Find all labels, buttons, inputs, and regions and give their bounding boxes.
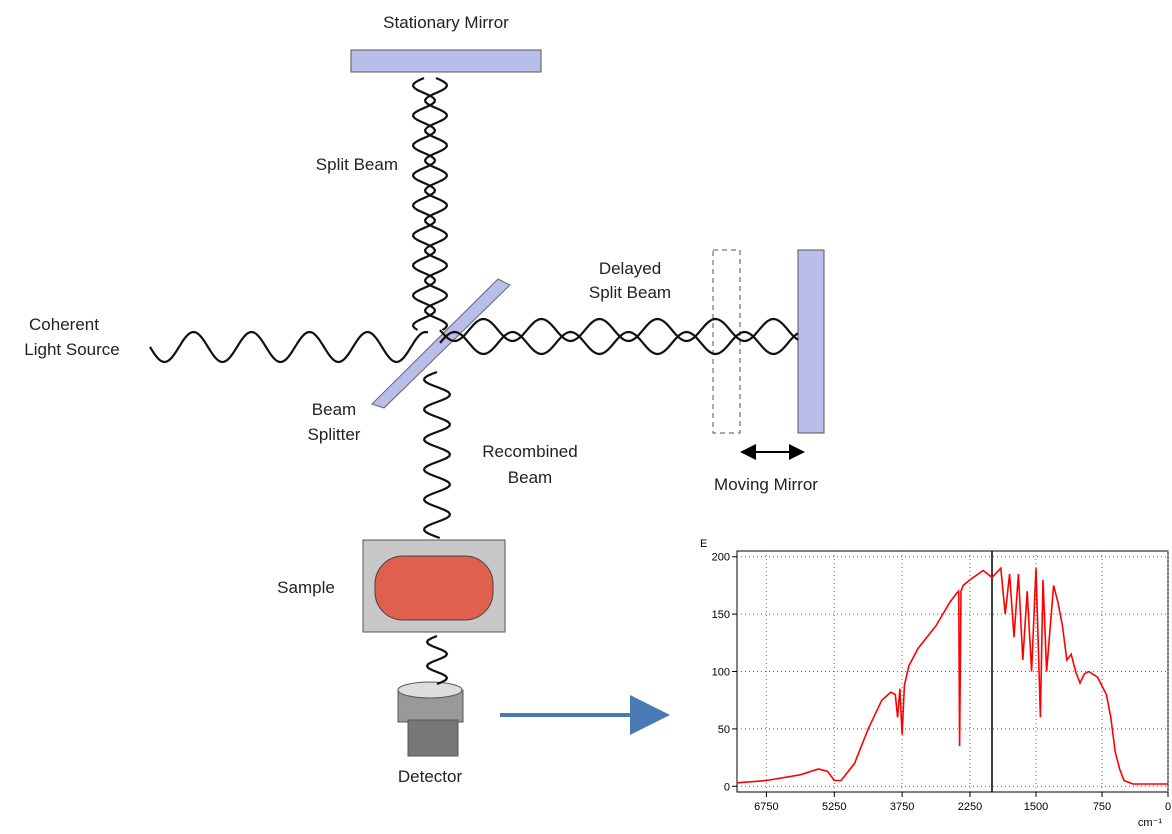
label: Split Beam bbox=[589, 283, 671, 302]
x-tick-label: 6750 bbox=[754, 801, 778, 813]
x-tick-label: 750 bbox=[1093, 801, 1111, 813]
label: Recombined bbox=[482, 442, 577, 461]
label: Beam bbox=[312, 400, 356, 419]
label: Coherent bbox=[29, 315, 99, 334]
spectrum-line bbox=[736, 566, 1168, 785]
y-tick-label: 0 bbox=[724, 781, 730, 793]
sample bbox=[374, 555, 494, 621]
x-tick-label: 3750 bbox=[890, 801, 914, 813]
y-tick-label: 150 bbox=[712, 609, 730, 621]
light-wave bbox=[439, 330, 799, 356]
y-tick-label: 100 bbox=[712, 667, 730, 679]
label: Beam bbox=[508, 468, 552, 487]
detector-window bbox=[397, 681, 463, 699]
stationary-mirror bbox=[350, 49, 542, 73]
light-wave bbox=[425, 634, 449, 686]
x-tick-label: 5250 bbox=[822, 801, 846, 813]
x-axis-label: cm⁻¹ bbox=[1138, 817, 1162, 829]
light-wave bbox=[149, 330, 429, 364]
y-tick-label: 200 bbox=[712, 552, 730, 564]
y-tick-label: 50 bbox=[718, 724, 730, 736]
label: Splitter bbox=[308, 425, 361, 444]
label: Moving Mirror bbox=[714, 475, 818, 494]
detector-base bbox=[407, 719, 459, 757]
label: Stationary Mirror bbox=[383, 13, 509, 32]
label: Light Source bbox=[24, 340, 119, 359]
moving-mirror bbox=[797, 249, 825, 434]
label: Split Beam bbox=[316, 155, 398, 174]
spectrum-chart: E cm⁻¹ 0 50 100 150 200 6750 5250 3750 2250 1500 7… bbox=[700, 538, 1171, 829]
light-wave bbox=[439, 317, 799, 343]
label: Delayed bbox=[599, 259, 661, 278]
x-tick-label: 1500 bbox=[1024, 801, 1048, 813]
light-wave bbox=[422, 370, 452, 540]
y-axis-label: E bbox=[700, 538, 707, 550]
light-wave bbox=[423, 76, 449, 331]
x-tick-label: 0 bbox=[1165, 801, 1171, 813]
label: Sample bbox=[277, 578, 335, 597]
plot-frame bbox=[736, 550, 1169, 793]
label: Detector bbox=[398, 767, 463, 786]
x-tick-label: 2250 bbox=[958, 801, 982, 813]
mirror-ghost bbox=[712, 249, 741, 434]
light-wave bbox=[411, 76, 437, 331]
